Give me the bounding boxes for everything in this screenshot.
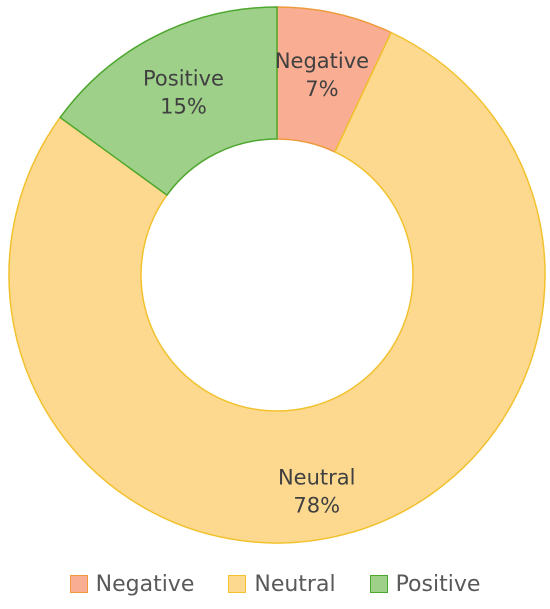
legend-item-negative: Negative [69,571,195,597]
slice-label-negative-name: Negative [275,49,369,73]
donut-slice-positive [59,6,278,197]
legend-label-negative: Negative [95,571,195,597]
slice-label-negative-value: 7% [305,77,338,101]
legend-swatch-positive [369,575,388,593]
legend-swatch-negative [69,575,88,593]
donut-slice-neutral [8,31,546,544]
slice-label-neutral-value: 78% [293,493,340,517]
legend-swatch-neutral [228,575,247,593]
slice-label-positive-value: 15% [160,94,207,118]
legend-label-neutral: Neutral [254,571,336,597]
slice-labels: Negative 7% Neutral 78% Positive 15% [143,49,369,518]
slice-label-neutral-name: Neutral [278,465,356,489]
donut-slices [8,6,546,544]
legend-item-neutral: Neutral [228,571,336,597]
legend-label-positive: Positive [395,571,481,597]
chart-legend: Negative Neutral Positive [0,566,550,602]
legend-item-positive: Positive [369,571,481,597]
slice-label-positive-name: Positive [143,66,224,90]
